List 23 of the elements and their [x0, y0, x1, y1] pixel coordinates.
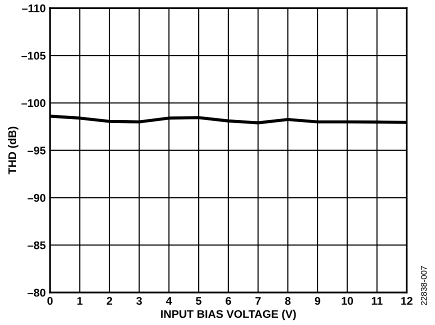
y-tick-label: –90 [28, 194, 46, 202]
x-tick-label: 1 [77, 297, 83, 305]
y-tick-label: –95 [28, 146, 46, 154]
x-tick-label: 3 [136, 296, 142, 305]
y-tick-label: –100 [21, 99, 46, 108]
x-tick-label: 12 [401, 296, 412, 305]
x-tick-label: 6 [226, 296, 232, 305]
x-tick-label: 5 [196, 297, 202, 305]
x-tick-label: 11 [372, 297, 383, 305]
x-tick-label: 0 [47, 296, 53, 305]
x-tick-label: 7 [255, 297, 261, 305]
x-tick-label: 8 [285, 296, 291, 305]
y-tick-label: –80 [28, 288, 46, 297]
y-axis-title: THD (dB) [8, 126, 18, 174]
text: 22838-007 [420, 266, 427, 306]
y-tick-label: –85 [28, 241, 46, 250]
y-tick-label: –110 [22, 4, 46, 12]
x-tick-label: 4 [166, 297, 172, 305]
x-tick-label: 10 [342, 296, 353, 305]
x-axis-title: INPUT BIAS VOLTAGE (V) [161, 310, 296, 320]
x-tick-label: 9 [314, 296, 320, 305]
x-tick-label: 2 [106, 296, 112, 305]
y-tick-label: –105 [21, 52, 46, 60]
